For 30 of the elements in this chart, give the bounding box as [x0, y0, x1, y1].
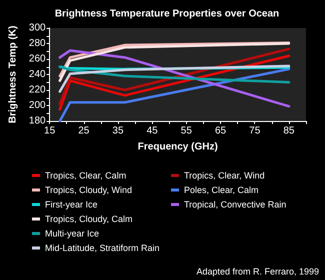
y-tick-label: 180	[28, 116, 46, 126]
chart-title: Brightness Temperature Properties over Ocean	[54, 8, 280, 20]
line-series	[58, 66, 290, 84]
y-tick-label: 260	[28, 54, 46, 64]
legend-label: Tropics, Clear, Wind	[184, 170, 265, 180]
x-tick-label: 35	[112, 126, 124, 136]
y-tick-label: 240	[28, 69, 46, 80]
x-axis-title: Frequency (GHz)	[138, 142, 218, 152]
legend-label: Poles, Clear, Calm	[184, 185, 259, 195]
legend-label: Tropics, Cloudy, Wind	[45, 185, 132, 195]
y-tick-label: 200	[28, 100, 46, 111]
y-tick-label: 220	[28, 84, 46, 96]
x-tick-label: 65	[214, 126, 227, 136]
x-tick-label: 55	[180, 126, 192, 136]
x-tick-label: 15	[44, 126, 56, 136]
line-series	[58, 64, 290, 93]
legend-label: Tropics, Clear, Calm	[45, 170, 126, 180]
legend-label: Multi-year Ice	[45, 228, 100, 238]
text: Adapted from R. Ferraro, 1999	[196, 266, 320, 276]
x-tick-label: 85	[283, 126, 295, 136]
y-axis-title: Brightness Temp (K)	[8, 26, 18, 124]
legend-label: Tropics, Cloudy, Calm	[45, 214, 133, 224]
legend-label: Mid-Latitude, Stratiform Rain	[45, 243, 160, 253]
x-tick-label: 25	[78, 126, 90, 136]
x-tick-label: 75	[249, 126, 261, 136]
legend-label: Tropical, Convective Rain	[184, 200, 286, 210]
y-tick-label: 300	[28, 22, 46, 34]
legend-label: First-year Ice	[45, 200, 98, 210]
y-tick-label: 280	[28, 38, 46, 49]
x-tick-label: 45	[146, 126, 158, 136]
